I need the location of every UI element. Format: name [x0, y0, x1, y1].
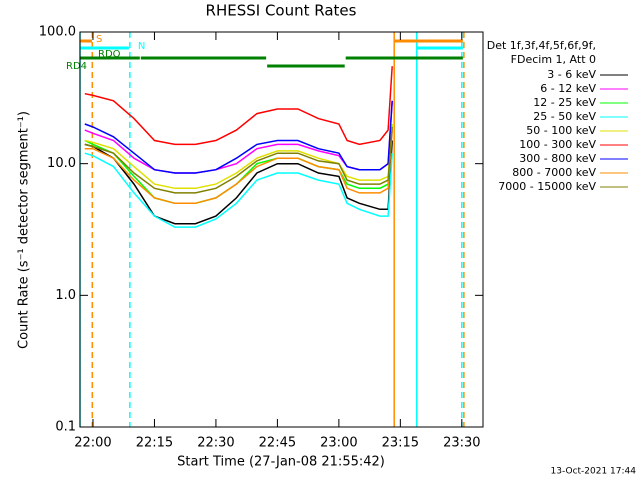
x-tick-label: 22:15 — [136, 436, 173, 451]
legend-label: 300 - 800 keV — [519, 152, 596, 165]
x-tick-label: 23:00 — [320, 436, 357, 451]
series-line — [84, 130, 393, 205]
series-line — [84, 140, 393, 225]
legend-label: 12 - 25 keV — [533, 96, 596, 109]
footer: 13-Oct-2021 17:44 — [551, 467, 637, 477]
series-line — [84, 126, 393, 194]
legend-label: 25 - 50 keV — [533, 110, 596, 123]
legend-label: 7000 - 15000 keV — [498, 180, 596, 193]
x-axis-label: Start Time (27-Jan-08 21:55:42) — [177, 455, 385, 470]
y-axis-label: Count Rate (s⁻¹ detector segment⁻¹) — [17, 111, 32, 349]
legend-label: 100 - 300 keV — [519, 138, 596, 151]
flag-label: RD4 — [66, 61, 87, 72]
legend-label: 6 - 12 keV — [540, 82, 596, 95]
chart-title: RHESSI Count Rates — [206, 2, 357, 20]
plot-frame — [79, 31, 484, 428]
legend-header: FDecim 1, Att 0 — [511, 53, 596, 66]
legend-label: 800 - 7000 keV — [512, 166, 596, 179]
x-tick-label: 22:00 — [74, 436, 111, 451]
y-tick-label: 100.0 — [39, 25, 76, 40]
y-tick-label: 0.1 — [55, 420, 76, 435]
y-tick-label: 10.0 — [47, 156, 76, 171]
series-line — [84, 152, 393, 228]
series-line — [84, 123, 393, 205]
series-line — [84, 100, 393, 174]
series-line — [84, 66, 393, 146]
x-tick-label: 22:30 — [197, 436, 234, 451]
legend-header: Det 1f,3f,4f,5f,6f,9f, — [487, 39, 596, 52]
series-line — [84, 123, 393, 190]
legend-label: 50 - 100 keV — [526, 124, 596, 137]
x-tick-label: 23:30 — [443, 436, 480, 451]
flag-label: RDO — [98, 49, 121, 60]
legend-label: 3 - 6 keV — [547, 68, 596, 81]
x-tick-label: 22:45 — [259, 436, 296, 451]
flag-label: N — [138, 41, 145, 52]
y-tick-label: 1.0 — [55, 288, 76, 303]
flag-label: S — [96, 34, 102, 45]
x-tick-label: 23:15 — [382, 436, 419, 451]
